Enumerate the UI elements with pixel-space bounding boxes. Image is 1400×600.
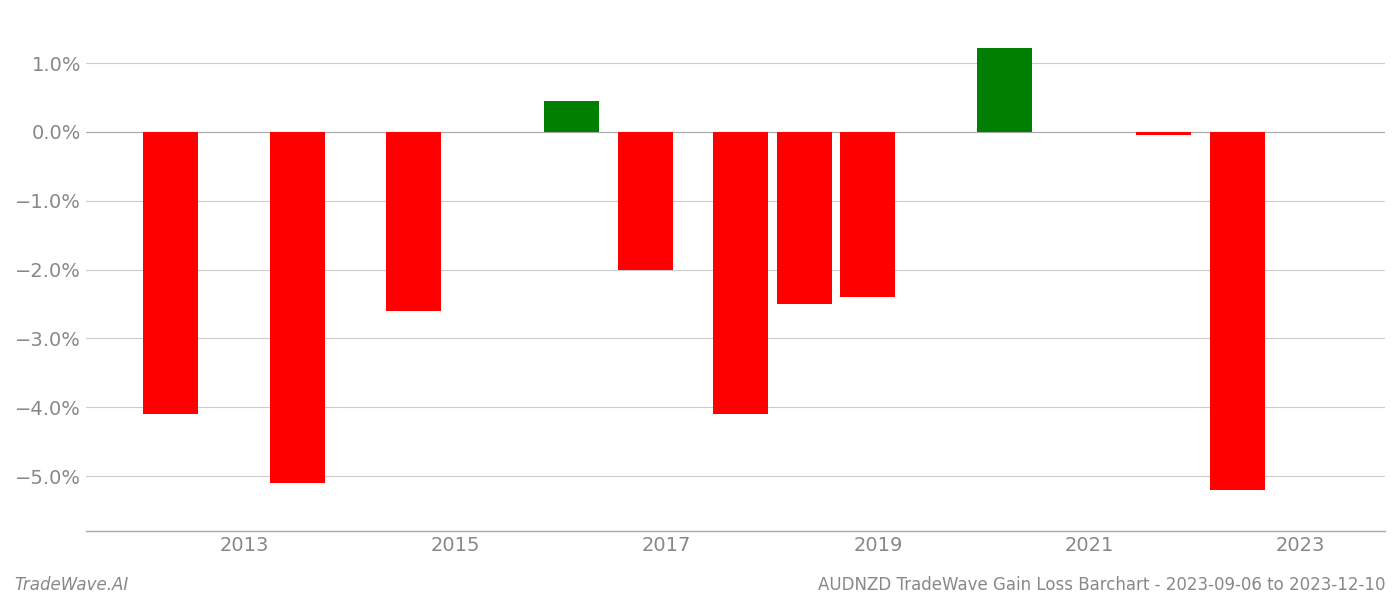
- Text: AUDNZD TradeWave Gain Loss Barchart - 2023-09-06 to 2023-12-10: AUDNZD TradeWave Gain Loss Barchart - 20…: [819, 576, 1386, 594]
- Bar: [619, 132, 673, 269]
- Bar: [1135, 132, 1190, 136]
- Bar: [840, 132, 895, 297]
- Bar: [270, 132, 325, 483]
- Bar: [1210, 132, 1264, 490]
- Text: TradeWave.AI: TradeWave.AI: [14, 576, 129, 594]
- Bar: [977, 48, 1032, 132]
- Bar: [143, 132, 197, 414]
- Bar: [386, 132, 441, 311]
- Bar: [545, 101, 599, 132]
- Bar: [777, 132, 832, 304]
- Bar: [713, 132, 769, 414]
